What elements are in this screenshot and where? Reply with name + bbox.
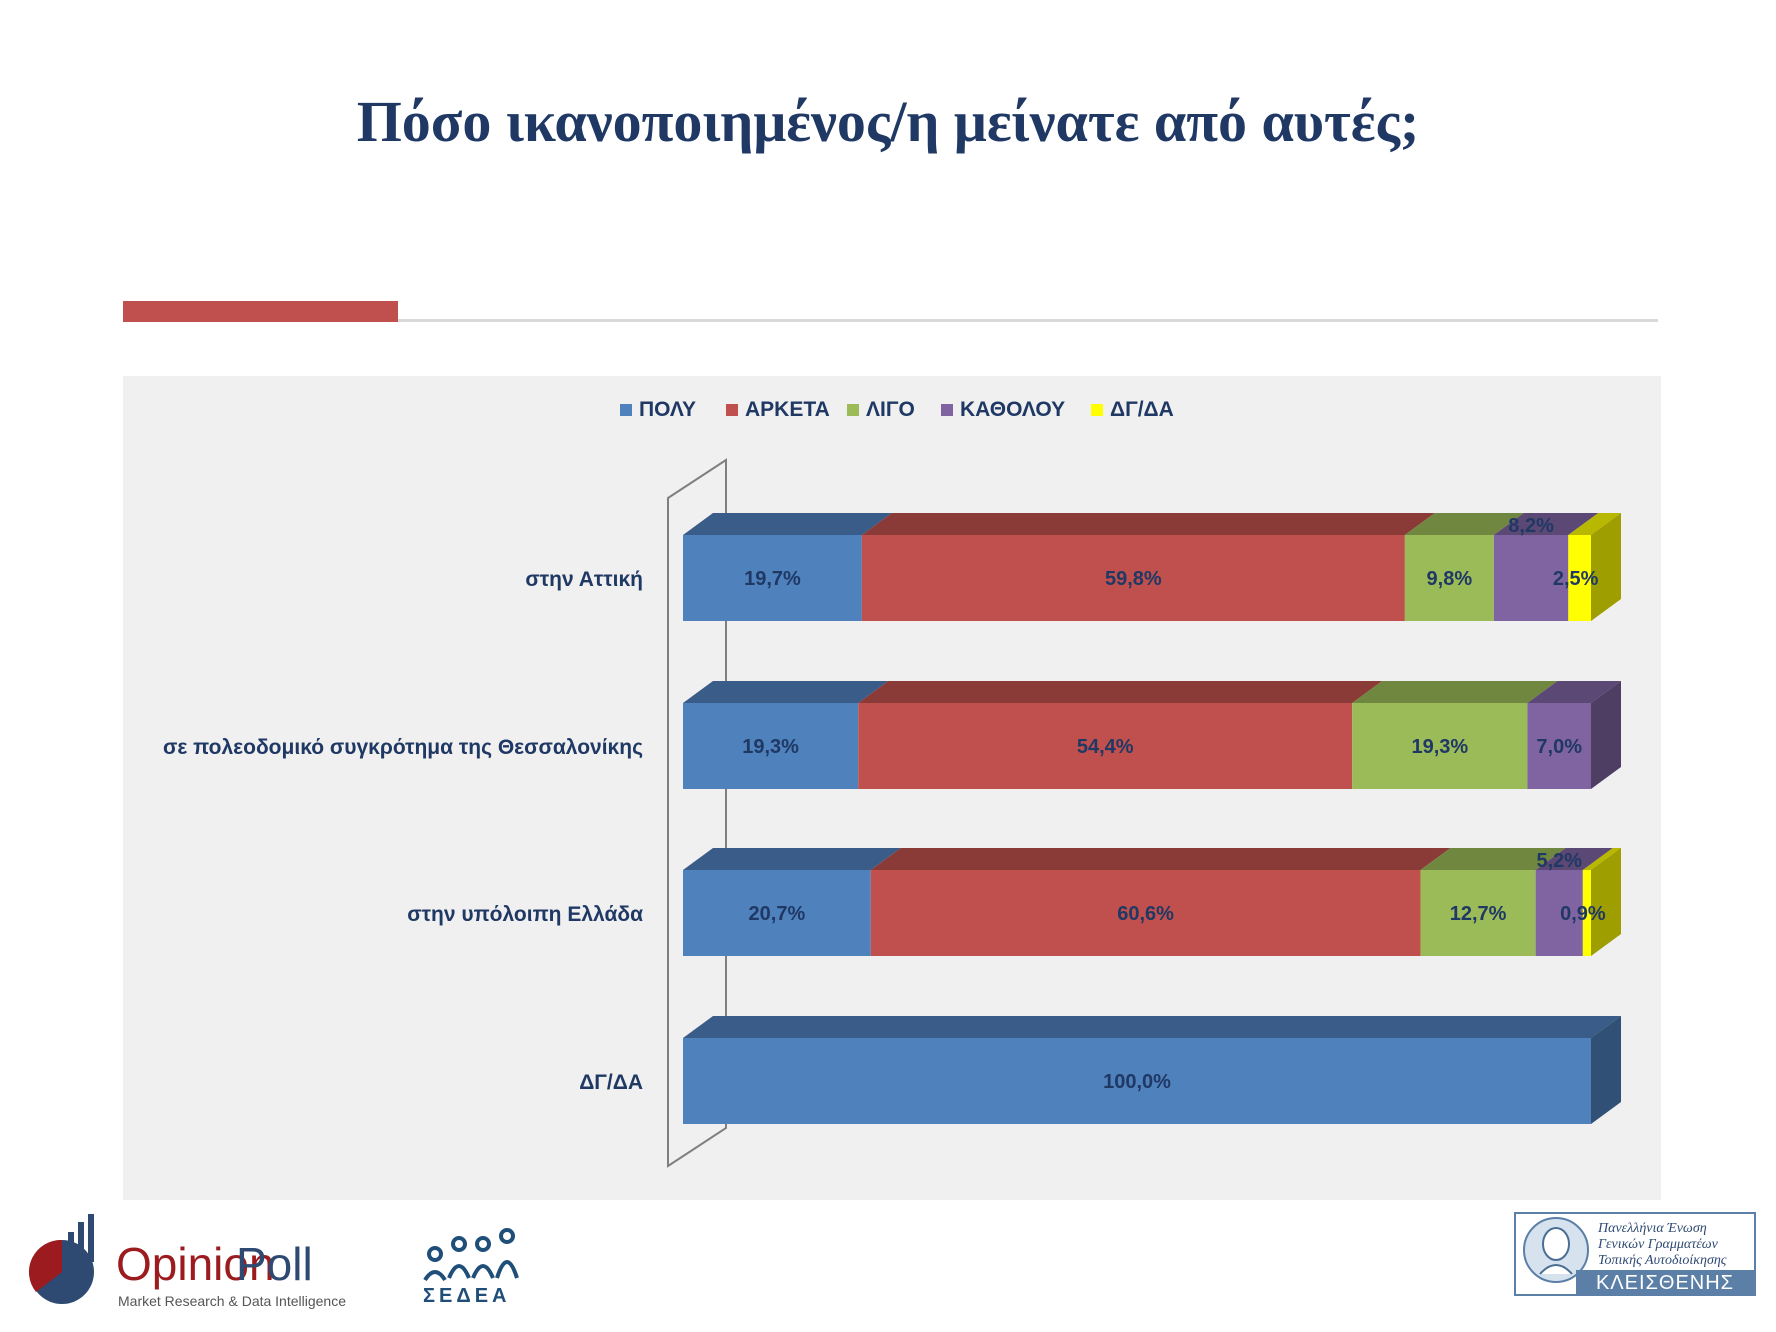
legend-label: ΑΡΚΕΤΑ xyxy=(745,398,830,421)
bar-top-face xyxy=(1582,848,1621,870)
bar-segment xyxy=(1568,535,1591,621)
data-label: 20,7% xyxy=(749,903,806,925)
bar-top-face xyxy=(870,848,1451,870)
bar-segment xyxy=(1493,535,1569,621)
bar-top-face xyxy=(1352,681,1558,703)
kleisthenis-line3: Τοπικής Αυτοδιοίκησης xyxy=(1598,1253,1727,1268)
legend-swatch xyxy=(726,404,738,416)
bar-segment xyxy=(683,535,862,621)
legend-label: ΔΓ/ΔΑ xyxy=(1110,398,1174,421)
data-label: 59,8% xyxy=(1105,568,1162,590)
data-label: 19,3% xyxy=(742,736,799,758)
bar-top-face xyxy=(1420,848,1566,870)
bar-top-face xyxy=(1568,513,1621,535)
data-label: 2,5% xyxy=(1553,568,1599,590)
category-label: στην Αττική xyxy=(525,568,643,591)
data-label: 8,2% xyxy=(1508,515,1554,537)
bar-top-face xyxy=(1535,848,1613,870)
kleisthenis-bust-icon xyxy=(1523,1217,1589,1283)
bar-segment xyxy=(861,535,1405,621)
category-label: στην υπόλοιπη Ελλάδα xyxy=(407,903,643,926)
data-label: 19,3% xyxy=(1411,736,1468,758)
category-label: σε πολεοδομικό συγκρότημα της Θεσσαλονίκ… xyxy=(163,736,643,759)
slide-title: Πόσο ικανοποιημένος/η μείνατε από αυτές; xyxy=(356,89,1420,154)
legend-label: ΛΙΓΟ xyxy=(866,398,915,421)
bar-segment xyxy=(683,703,859,789)
data-label: 60,6% xyxy=(1117,903,1174,925)
bar-top-face xyxy=(861,513,1435,535)
bar-top-face xyxy=(683,1016,1621,1038)
opinionpoll-logo: Opinion Poll Market Research & Data Inte… xyxy=(26,1210,346,1320)
bar-top-face xyxy=(1493,513,1599,535)
bar-segment xyxy=(870,870,1421,956)
opinionpoll-mark-icon xyxy=(28,1214,94,1304)
stacked-bar-chart: ΠΟΛΥ ΑΡΚΕΤΑ ΛΙΓΟ ΚΑΘΟΛΟΥ ΔΓ/ΔΑ στην Αττική σε … xyxy=(163,398,1621,1168)
kleisthenis-line1: Πανελλήνια Ένωση xyxy=(1597,1221,1707,1236)
kleisthenis-logo: Πανελλήνια Ένωση Γενικών Γραμματέων Τοπι… xyxy=(1514,1212,1756,1296)
bar-segment xyxy=(1420,870,1536,956)
bar-top-face xyxy=(1404,513,1524,535)
opinionpoll-brand-poll: Poll xyxy=(236,1238,313,1290)
axis-wall xyxy=(667,458,727,1168)
category-label: ΔΓ/ΔΑ xyxy=(579,1071,643,1094)
data-label: 7,0% xyxy=(1536,736,1582,758)
accent-bar xyxy=(123,301,398,322)
bar-segment xyxy=(683,1038,1591,1124)
legend-swatch xyxy=(1091,404,1103,416)
title-rule xyxy=(398,319,1658,322)
opinionpoll-brand-opinion: Opinion xyxy=(116,1238,275,1290)
sedea-text: ΣΕΔΕΑ xyxy=(423,1285,511,1307)
legend-label: ΠΟΛΥ xyxy=(639,398,696,421)
bar-side-face xyxy=(1591,848,1621,956)
sedea-logo: ΣΕΔΕΑ xyxy=(415,1218,535,1308)
bar-segment xyxy=(1582,870,1591,956)
bar-side-face xyxy=(1591,1016,1621,1124)
legend-swatch xyxy=(847,404,859,416)
bar-top-face xyxy=(683,848,901,870)
kleisthenis-name: ΚΛΕΙΣΘΕΝΗΣ xyxy=(1596,1272,1734,1294)
data-label: 5,2% xyxy=(1536,850,1582,872)
bar-segment xyxy=(1352,703,1528,789)
bar-segment xyxy=(683,870,871,956)
bar-segment xyxy=(1404,535,1494,621)
bar-top-face xyxy=(858,681,1383,703)
bar-segment xyxy=(1527,703,1591,789)
people-icon xyxy=(423,1228,519,1282)
chart-panel: ΠΟΛΥ ΑΡΚΕΤΑ ΛΙΓΟ ΚΑΘΟΛΟΥ ΔΓ/ΔΑ στην Αττική σε … xyxy=(123,376,1661,1200)
data-label: 100,0% xyxy=(1103,1071,1171,1093)
data-label: 19,7% xyxy=(744,568,801,590)
data-label: 9,8% xyxy=(1427,568,1473,590)
data-label: 0,9% xyxy=(1560,903,1606,925)
bar-side-face xyxy=(1591,513,1621,621)
bar-top-face xyxy=(683,681,889,703)
bar-top-face xyxy=(683,513,892,535)
bar-side-face xyxy=(1591,681,1621,789)
bar-segment xyxy=(858,703,1353,789)
bar-segment xyxy=(1535,870,1583,956)
opinionpoll-tagline: Market Research & Data Intelligence xyxy=(118,1293,346,1309)
legend-swatch xyxy=(620,404,632,416)
legend-label: ΚΑΘΟΛΟΥ xyxy=(960,398,1065,421)
kleisthenis-line2: Γενικών Γραμματέων xyxy=(1597,1237,1719,1252)
legend-swatch xyxy=(941,404,953,416)
data-label: 12,7% xyxy=(1450,903,1507,925)
data-label: 54,4% xyxy=(1077,736,1134,758)
bar-top-face xyxy=(1527,681,1621,703)
